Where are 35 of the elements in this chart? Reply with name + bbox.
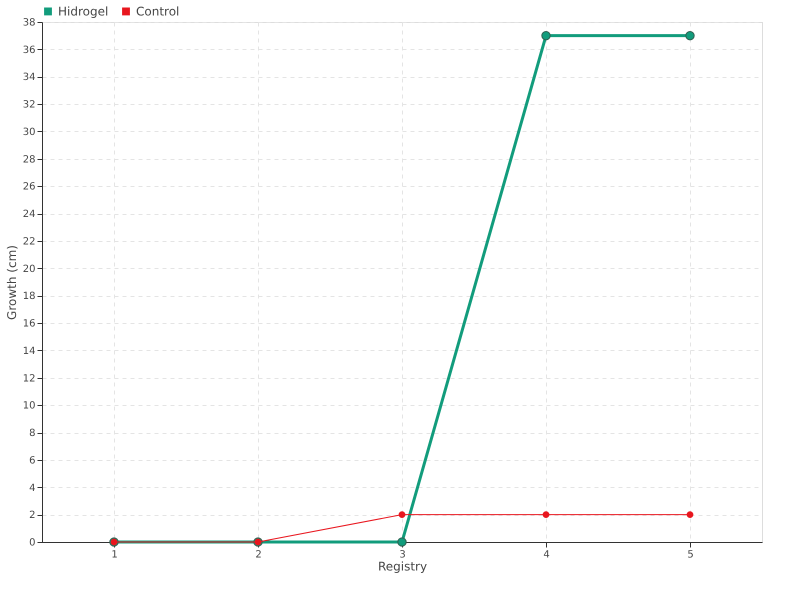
y-tick-label: 2: [29, 510, 36, 522]
y-tick-label: 30: [22, 126, 36, 138]
point: [542, 511, 550, 518]
y-tick-label: 6: [29, 455, 36, 466]
y-tick-label: 34: [22, 72, 36, 84]
x-tick-label: 2: [255, 550, 262, 560]
point: [685, 31, 695, 40]
point: [398, 511, 406, 518]
point: [541, 31, 551, 40]
x-tick-label: 1: [111, 550, 118, 560]
y-tick-label: 38: [22, 18, 36, 28]
y-tick-label: 12: [22, 373, 36, 384]
y-tick-label: 0: [29, 538, 36, 548]
y-tick-label: 16: [22, 318, 36, 330]
y-tick-label: 24: [22, 209, 36, 220]
x-axis-title: Registry: [378, 560, 428, 574]
y-tick-label: 28: [22, 154, 36, 166]
point: [397, 537, 407, 547]
y-tick-label: 10: [22, 400, 36, 412]
y-tick-label: 32: [22, 100, 36, 111]
legend-label: Control: [136, 4, 180, 18]
y-tick-label: 36: [22, 44, 36, 56]
y-tick-label: 4: [29, 482, 36, 494]
y-axis-title: Growth (cm): [4, 245, 19, 320]
x-tick-label: 5: [687, 550, 694, 560]
x-tick-label: 3: [399, 550, 406, 560]
y-tick-label: 8: [29, 428, 36, 440]
y-tick-label: 22: [22, 236, 36, 248]
y-tick-label: 26: [22, 182, 36, 193]
y-tick-label: 18: [22, 291, 36, 302]
x-tick-label: 4: [543, 550, 550, 560]
point: [686, 511, 694, 518]
y-tick-label: 14: [22, 346, 36, 357]
legend-label: Hidrogel: [58, 4, 108, 18]
y-tick-label: 20: [22, 264, 36, 275]
